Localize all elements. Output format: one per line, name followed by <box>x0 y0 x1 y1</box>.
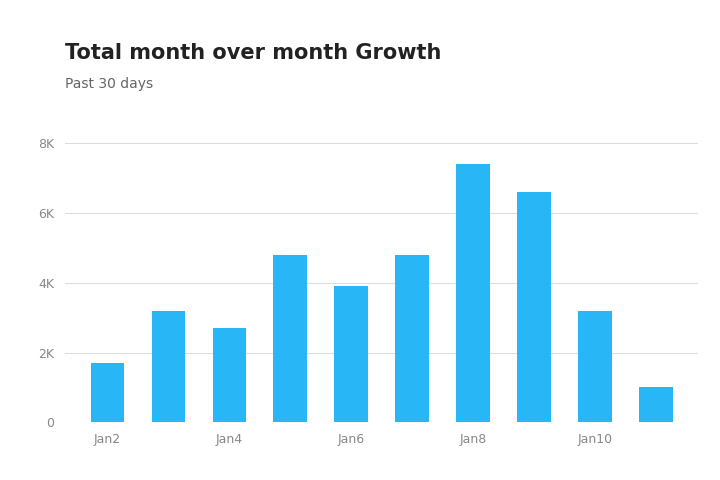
Text: Past 30 days: Past 30 days <box>65 77 153 91</box>
Bar <box>212 328 246 422</box>
Text: Total month over month Growth: Total month over month Growth <box>65 43 441 63</box>
Bar <box>456 164 490 422</box>
Bar <box>334 286 368 422</box>
Bar <box>395 255 429 422</box>
Bar <box>517 192 551 422</box>
Bar <box>274 255 307 422</box>
Bar <box>152 311 185 422</box>
Bar <box>639 387 672 422</box>
Bar <box>91 363 125 422</box>
Bar <box>578 311 611 422</box>
